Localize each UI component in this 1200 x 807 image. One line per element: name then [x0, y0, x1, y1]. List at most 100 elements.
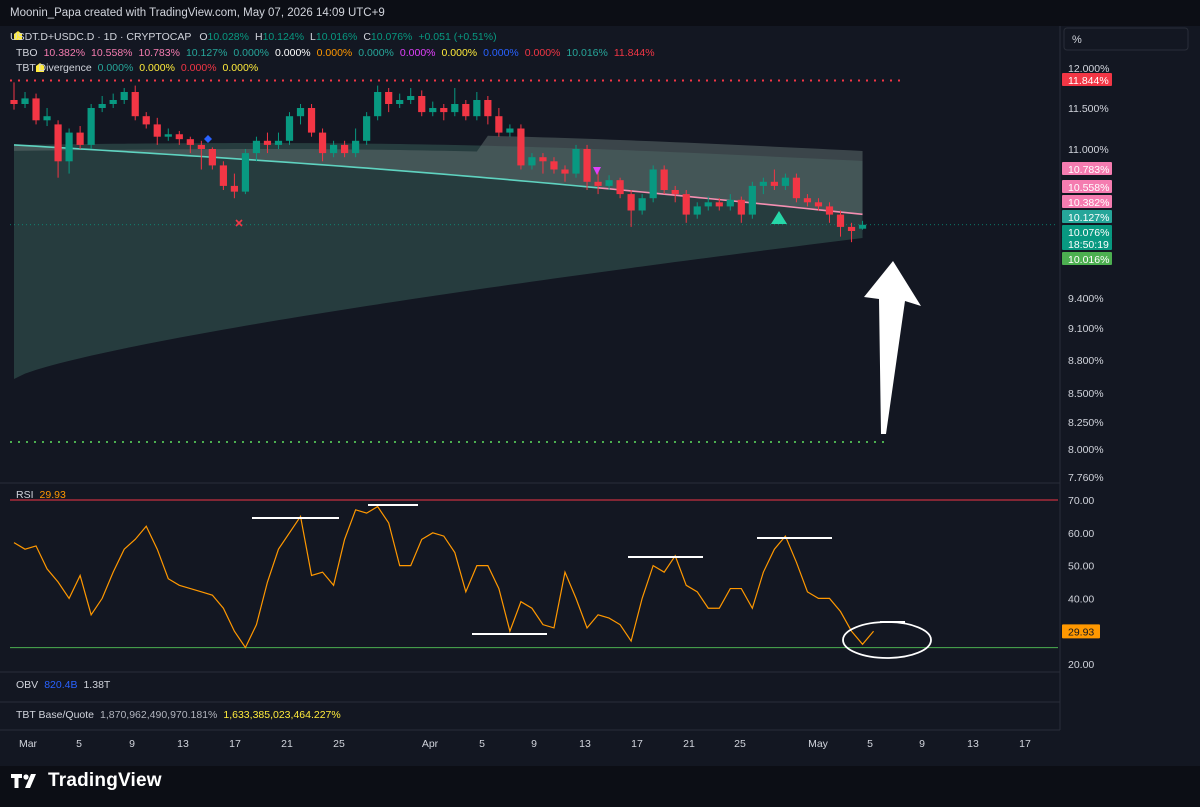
candle-body[interactable]: [219, 165, 227, 186]
candle-body[interactable]: [495, 116, 503, 133]
candle-body[interactable]: [318, 132, 327, 154]
candle-body[interactable]: [241, 153, 250, 192]
candle-body[interactable]: [418, 96, 426, 113]
legend-tbo-value: 10.783%: [139, 47, 180, 59]
candle-body[interactable]: [715, 202, 723, 207]
candle-body[interactable]: [65, 132, 73, 162]
candle-body[interactable]: [660, 169, 668, 191]
candle-body[interactable]: [638, 198, 646, 211]
candle-body[interactable]: [671, 190, 679, 195]
candle-body[interactable]: [230, 185, 238, 192]
candle-body[interactable]: [396, 100, 404, 104]
candle-body[interactable]: [473, 100, 481, 117]
candle-body[interactable]: [858, 224, 867, 229]
candle-body[interactable]: [10, 100, 18, 104]
candle-body[interactable]: [429, 108, 437, 113]
candle-body[interactable]: [329, 144, 338, 154]
candle-body[interactable]: [341, 144, 349, 154]
candle-body[interactable]: [374, 92, 382, 117]
candle-body[interactable]: [506, 128, 514, 133]
price-tick-label: 11.000%: [1068, 144, 1109, 156]
candle-body[interactable]: [539, 157, 547, 162]
candle-body[interactable]: [770, 181, 778, 186]
candle-body[interactable]: [781, 177, 789, 186]
candle-body[interactable]: [759, 181, 767, 186]
candle-body[interactable]: [737, 199, 745, 215]
candle-body[interactable]: [517, 128, 525, 166]
rsi-tick-label: 50.00: [1068, 561, 1094, 573]
candle-body[interactable]: [363, 116, 371, 141]
candle-body[interactable]: [726, 199, 734, 207]
candle-body[interactable]: [440, 108, 448, 113]
candle-body[interactable]: [484, 100, 492, 117]
candle-body[interactable]: [572, 149, 580, 174]
candle-body[interactable]: [285, 116, 294, 141]
candle-body[interactable]: [131, 92, 139, 117]
candle-body[interactable]: [252, 140, 261, 154]
candle-body[interactable]: [693, 206, 701, 215]
candle-body[interactable]: [153, 124, 161, 137]
legend-change: +0.051 (+0.51%): [418, 31, 496, 43]
candle-body[interactable]: [21, 98, 29, 104]
candle-body[interactable]: [385, 92, 393, 104]
candle-body[interactable]: [616, 180, 624, 195]
candle-body[interactable]: [352, 140, 360, 154]
candle-body[interactable]: [175, 134, 183, 140]
candle-body[interactable]: [792, 177, 801, 199]
chart-svg[interactable]: 12.000% 11.500% 11.000% 9.400% 9.100% 8.800% 8…: [0, 26, 1200, 766]
scale-button-label[interactable]: %: [1072, 34, 1082, 46]
candle-body[interactable]: [197, 144, 205, 149]
candle-body[interactable]: [605, 180, 613, 186]
legend-tbo-value: 0.000%: [400, 47, 436, 59]
candle-body[interactable]: [550, 161, 558, 170]
candle-body[interactable]: [451, 104, 459, 113]
candle-body[interactable]: [528, 157, 536, 166]
candle-body[interactable]: [649, 169, 657, 199]
candle-body[interactable]: [274, 140, 283, 145]
candle-body[interactable]: [98, 104, 106, 108]
candle-body[interactable]: [296, 108, 305, 117]
candle-body[interactable]: [814, 202, 823, 207]
candle-body[interactable]: [748, 185, 756, 215]
legend-flag-marker: [14, 31, 22, 40]
time-tick-label: 9: [129, 738, 135, 750]
candle-body[interactable]: [186, 139, 194, 145]
candle-body[interactable]: [263, 140, 272, 145]
rsi-pane[interactable]: [0, 482, 1060, 731]
candle-body[interactable]: [164, 134, 172, 137]
candles[interactable]: [10, 82, 867, 243]
rsi-line[interactable]: [13, 505, 875, 649]
candle-body[interactable]: [627, 194, 635, 211]
candle-body[interactable]: [583, 149, 591, 182]
candle-body[interactable]: [120, 92, 128, 100]
candle-body[interactable]: [704, 202, 712, 207]
candle-body[interactable]: [76, 132, 84, 145]
candle-body[interactable]: [462, 104, 470, 117]
candle-body[interactable]: [43, 116, 51, 121]
candle-body[interactable]: [836, 214, 845, 227]
candle-body[interactable]: [803, 198, 812, 203]
candle-body[interactable]: [87, 108, 95, 145]
candle-body[interactable]: [54, 124, 62, 162]
price-badge-label: 18:50:19: [1068, 239, 1109, 251]
candle-body[interactable]: [407, 96, 415, 100]
candle-body[interactable]: [307, 108, 316, 133]
chart-area[interactable]: 12.000% 11.500% 11.000% 9.400% 9.100% 8.800% 8…: [0, 26, 1200, 766]
candle-body[interactable]: [109, 100, 117, 104]
scale-button[interactable]: %: [1063, 27, 1189, 51]
candle-body[interactable]: [825, 206, 834, 215]
candle-body[interactable]: [208, 149, 216, 166]
time-tick-label: 17: [1019, 738, 1031, 750]
candle-body[interactable]: [594, 181, 602, 186]
tradingview-brand[interactable]: TradingView: [10, 770, 162, 791]
price-badge-label: 10.558%: [1068, 182, 1109, 194]
candle-body[interactable]: [847, 226, 856, 231]
candle-body[interactable]: [682, 194, 690, 215]
candle-body[interactable]: [142, 116, 150, 125]
candle-body[interactable]: [32, 98, 40, 121]
scale-button-frame[interactable]: [1063, 27, 1189, 51]
price-axis[interactable]: 12.000% 11.500% 11.000% 9.400% 9.100% 8.800% 8…: [1059, 26, 1112, 730]
time-axis[interactable]: Mar 5 9 13 17 21 25 Apr 5 9 13 17 21 25 May 5 9 13 17: [19, 738, 1031, 750]
rsi-legend: RSI 29.93: [16, 489, 66, 501]
candle-body[interactable]: [561, 169, 569, 174]
